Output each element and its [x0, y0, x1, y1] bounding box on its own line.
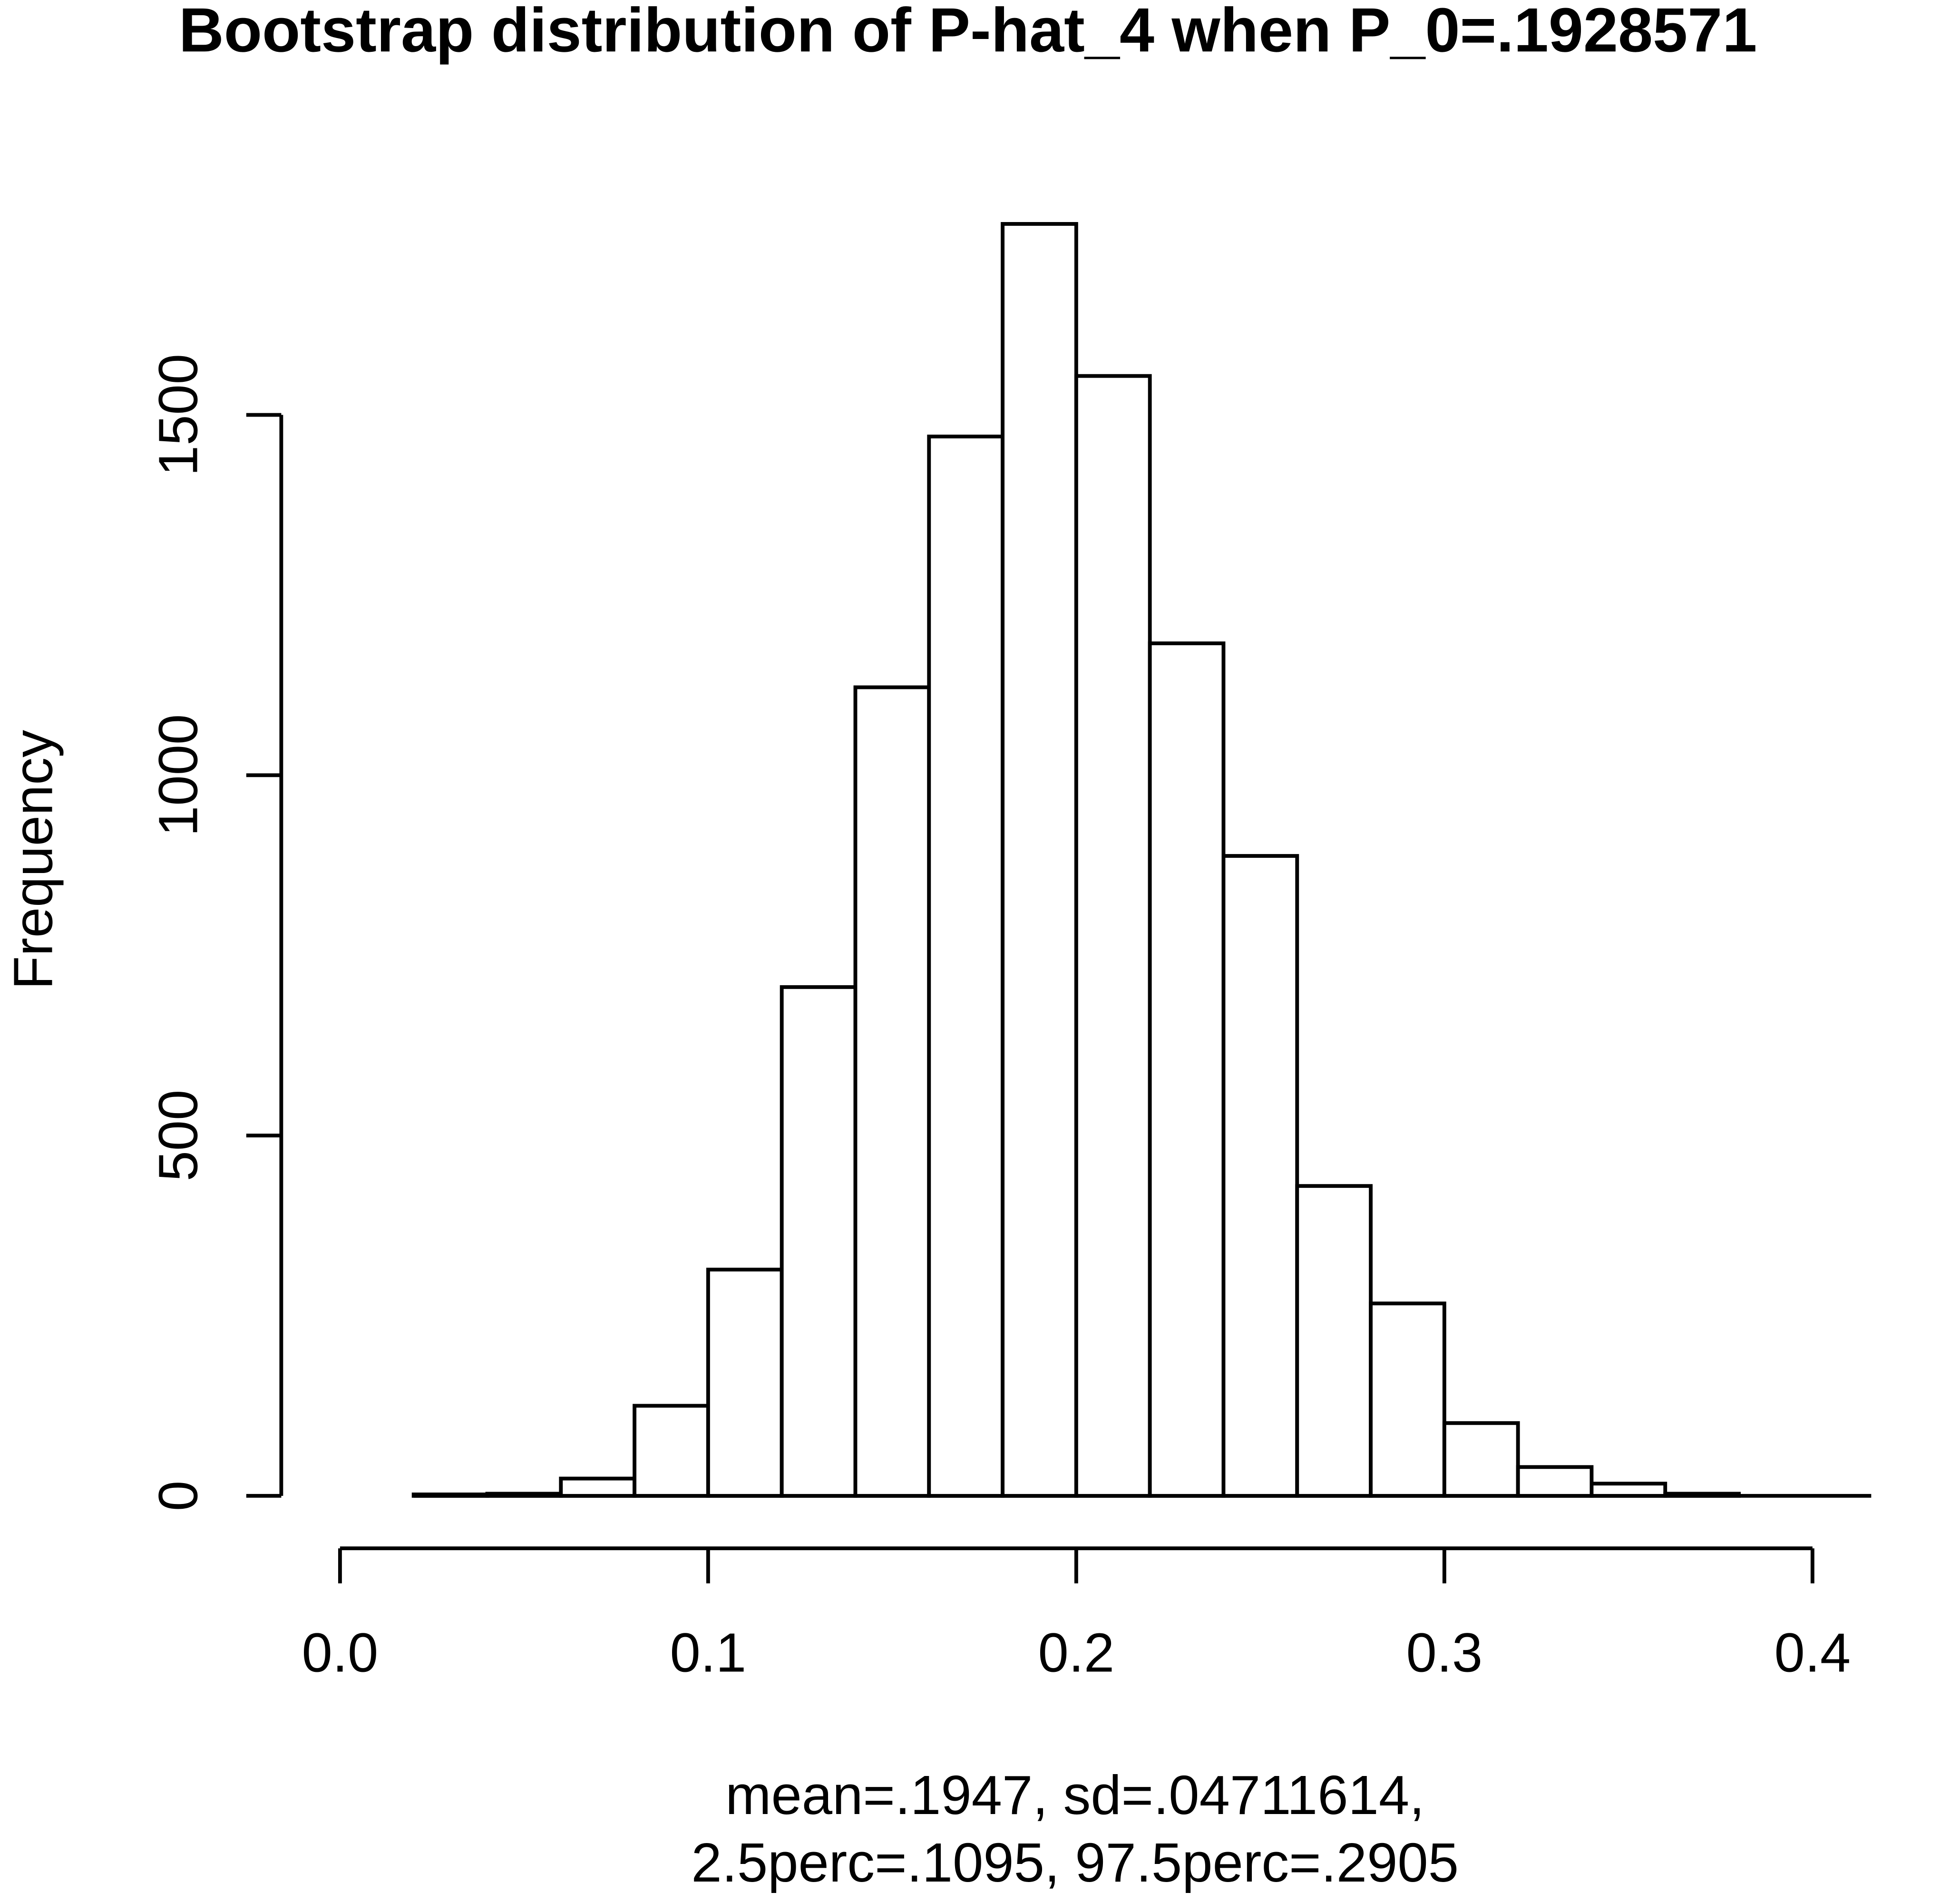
- x-tick-label: 0.0: [302, 1621, 379, 1683]
- bar: [485, 1492, 563, 1498]
- bar: [1663, 1492, 1741, 1498]
- x-tick-label: 0.4: [1774, 1621, 1851, 1683]
- y-axis-label: Frequency: [2, 730, 64, 990]
- x-tick-label: 0.1: [670, 1621, 747, 1683]
- y-tick-label: 500: [147, 1090, 209, 1182]
- bar: [1221, 854, 1299, 1498]
- y-tick-label: 1500: [147, 354, 209, 476]
- bar: [559, 1476, 637, 1498]
- bar: [1148, 641, 1226, 1498]
- bar: [1516, 1465, 1594, 1498]
- bar: [1589, 1482, 1667, 1498]
- x-axis-label: 2.5perc=.1095, 97.5perc=.2905: [691, 1832, 1459, 1893]
- bar: [927, 435, 1005, 1498]
- y-tick-label: 1000: [147, 714, 209, 836]
- bar: [1001, 222, 1078, 1498]
- bar: [1295, 1184, 1373, 1498]
- chart-title: Bootstrap distribution of P-hat_4 when P…: [179, 0, 1757, 65]
- bar: [1074, 374, 1152, 1498]
- y-tick-label: 0: [147, 1481, 209, 1511]
- x-tick-label: 0.3: [1406, 1621, 1482, 1683]
- x-axis-label: mean=.1947, sd=.04711614,: [725, 1764, 1424, 1826]
- bar: [1442, 1421, 1520, 1498]
- bar: [411, 1492, 489, 1498]
- bar: [780, 985, 858, 1498]
- bar: [633, 1404, 710, 1498]
- bar: [1369, 1301, 1446, 1498]
- x-tick-label: 0.2: [1038, 1621, 1114, 1683]
- bar: [706, 1268, 784, 1498]
- bar: [853, 685, 931, 1498]
